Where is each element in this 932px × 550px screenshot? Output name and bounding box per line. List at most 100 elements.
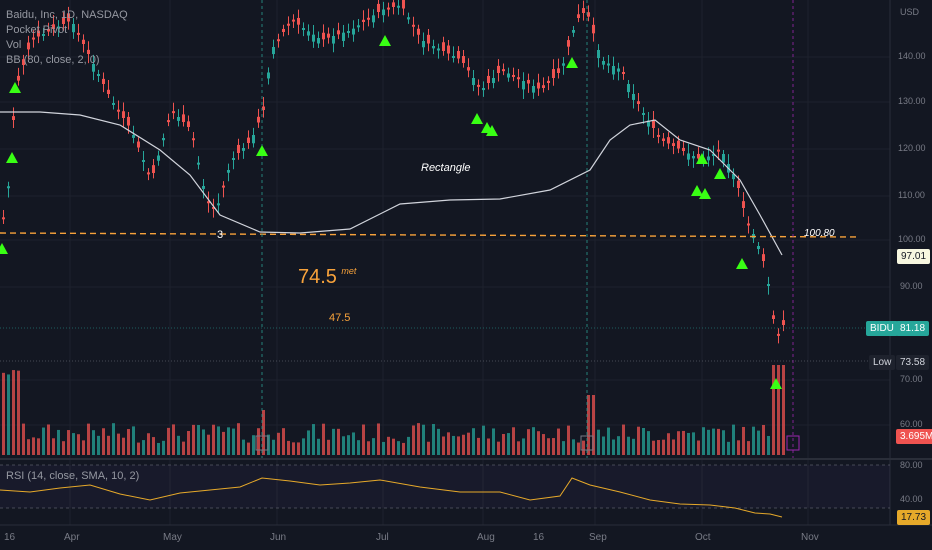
volume-bar [467, 432, 470, 455]
candle-body [632, 94, 635, 100]
volume-bars [2, 365, 785, 455]
candle-body [662, 138, 665, 141]
pocket-pivot-arrow [691, 185, 703, 196]
volume-bar [372, 438, 375, 455]
price-tag: 97.01 [897, 249, 931, 264]
candle-body [772, 315, 775, 319]
volume-bar [492, 428, 495, 455]
candle-body [732, 174, 735, 180]
volume-bar [452, 435, 455, 455]
candle-body [357, 25, 360, 28]
candle-body [152, 165, 155, 173]
volume-bar [642, 427, 645, 455]
volume-bar [82, 440, 85, 455]
volume-bar [307, 430, 310, 455]
volume-bar [317, 438, 320, 455]
candle-body [737, 180, 740, 188]
candle-body [437, 48, 440, 51]
candle-body [447, 45, 450, 54]
rsi-tick: 40.00 [900, 494, 923, 504]
volume-bar [757, 430, 760, 455]
candle-body [452, 56, 455, 58]
volume-bar [547, 438, 550, 455]
candle-body [762, 254, 765, 261]
candle-body [257, 116, 260, 123]
candle-body [117, 109, 120, 112]
volume-bar [472, 428, 475, 455]
candle-body [692, 156, 695, 159]
volume-bar [312, 424, 315, 455]
volume-bar [687, 432, 690, 455]
pocket-pivot-arrow [379, 35, 391, 46]
volume-bar [727, 441, 730, 455]
candle-body [217, 203, 220, 206]
candle-body [42, 34, 45, 36]
earnings-marker [786, 435, 800, 451]
volume-bar [752, 426, 755, 455]
price-tick: 120.00 [898, 143, 926, 153]
volume-bar [232, 428, 235, 455]
candle-body [622, 71, 625, 74]
candle-body [767, 284, 770, 286]
chart-legend: Baidu, Inc, 1D, NASDAQ Pocket Pivot Vol … [6, 8, 128, 68]
candle-body [87, 49, 90, 54]
candle-body [32, 37, 35, 40]
volume-bar [42, 427, 45, 455]
legend-pocket-pivot: Pocket Pivot [6, 24, 68, 36]
candle-body [457, 50, 460, 59]
volume-bar [712, 428, 715, 455]
candle-body [607, 63, 610, 66]
volume-bar [102, 428, 105, 455]
candle-body [567, 40, 570, 47]
candle-body [222, 185, 225, 188]
candle-body [52, 24, 55, 29]
volume-bar [67, 430, 70, 455]
candle-body [757, 246, 760, 250]
volume-bar [627, 436, 630, 455]
candle-body [507, 73, 510, 78]
volume-bar [57, 429, 60, 455]
volume-bar [672, 439, 675, 455]
volume-bar [667, 433, 670, 455]
volume-bar [302, 438, 305, 455]
candle-body [677, 140, 680, 149]
volume-bar [437, 428, 440, 455]
price-tick: 90.00 [900, 281, 923, 291]
candle-body [137, 141, 140, 148]
volume-bar [397, 441, 400, 455]
candle-body [72, 24, 75, 33]
time-tick: Nov [801, 532, 819, 543]
volume-bar [292, 442, 295, 455]
volume-bar [357, 440, 360, 455]
volume-bar [422, 424, 425, 455]
volume-bar [342, 436, 345, 455]
candle-body [207, 201, 210, 204]
pocket-pivot-arrow [486, 125, 498, 136]
volume-bar [282, 428, 285, 455]
pocket-pivot-arrow [736, 258, 748, 269]
candle-body [77, 32, 80, 35]
volume-bar [502, 433, 505, 455]
candle-body [777, 333, 780, 336]
candle-body [377, 3, 380, 12]
volume-bar [702, 427, 705, 455]
candle-body [147, 172, 150, 175]
candle-body [47, 28, 50, 32]
candle-body [707, 156, 710, 161]
volume-bar [597, 429, 600, 455]
earnings-markers [255, 435, 800, 451]
candle-body [327, 33, 330, 38]
target-small: 47.5 [329, 312, 351, 324]
pocket-pivot-arrows [0, 35, 782, 389]
candle-body [392, 2, 395, 7]
volume-bar [567, 425, 570, 455]
price-tick: 70.00 [900, 374, 923, 384]
volume-bar [722, 430, 725, 455]
volume-bar [87, 423, 90, 455]
low-tag-name: Low [869, 355, 896, 370]
candle-body [352, 28, 355, 35]
candle-body [62, 17, 65, 24]
volume-bar [427, 441, 430, 455]
candle-body [432, 46, 435, 49]
